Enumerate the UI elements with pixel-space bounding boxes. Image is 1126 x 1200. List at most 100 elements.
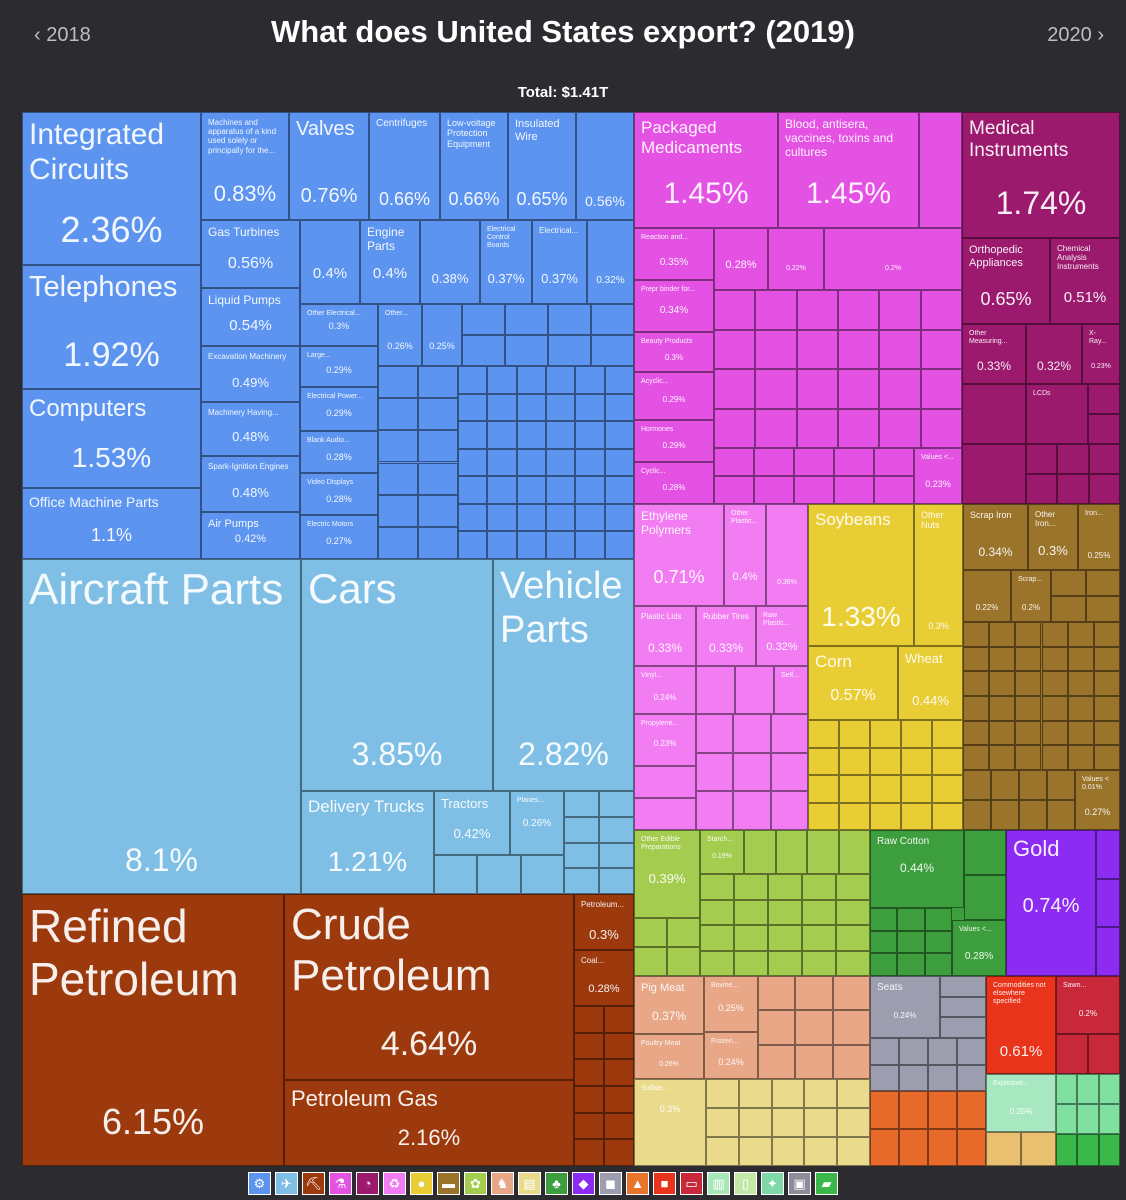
transport-small-tile[interactable] xyxy=(599,842,634,869)
chemical-analysis-tile[interactable]: Chemical Analysis Instruments 0.51% xyxy=(1050,238,1120,324)
machinery-small-tile[interactable] xyxy=(418,430,458,463)
machinery-small-tile[interactable] xyxy=(378,398,418,431)
machinery-small-tile[interactable] xyxy=(418,366,458,399)
machinery-small-tile[interactable] xyxy=(378,526,418,559)
self-adhesive-tile[interactable]: Self... xyxy=(774,666,808,714)
metals-small-tile[interactable] xyxy=(963,770,991,800)
misc-small-tile[interactable] xyxy=(928,1038,957,1065)
vegetable-small-tile[interactable] xyxy=(870,747,901,775)
chemical-small-tile[interactable] xyxy=(714,408,756,448)
paper-small-tile[interactable] xyxy=(771,1108,805,1137)
chemical-small-tile[interactable] xyxy=(834,448,874,476)
metals-small-tile[interactable] xyxy=(963,696,990,721)
mineral-small-tile[interactable] xyxy=(574,1059,604,1086)
chemical-small-tile[interactable] xyxy=(755,290,797,330)
metals-small-tile[interactable] xyxy=(1019,800,1047,830)
machinery-small-tile[interactable] xyxy=(575,393,605,422)
animal-small-tile[interactable] xyxy=(795,976,833,1011)
chemical-small-tile[interactable] xyxy=(714,476,754,504)
metals-small-tile[interactable] xyxy=(1041,745,1068,770)
values-other-metals-tile[interactable]: Values < 0.01% 0.27% xyxy=(1075,770,1120,830)
metals-small-tile[interactable] xyxy=(989,696,1016,721)
foodstuffs-small-tile[interactable] xyxy=(734,950,768,976)
tractors-tile[interactable]: Tractors 0.42% xyxy=(434,791,510,855)
metals-small-tile[interactable] xyxy=(1093,745,1120,770)
machinery-small-tile[interactable] xyxy=(516,531,546,559)
machinery-small-tile[interactable] xyxy=(487,421,517,449)
textiles-small-tile[interactable] xyxy=(897,953,925,976)
machinery-small-tile[interactable] xyxy=(487,448,517,477)
metals-small-tile[interactable] xyxy=(989,646,1016,672)
mineral-small-tile[interactable] xyxy=(574,1086,604,1113)
seats-tile[interactable]: Seats 0.24% xyxy=(870,976,940,1038)
metals-small-tile[interactable] xyxy=(1041,720,1068,746)
mineral-small-tile[interactable] xyxy=(604,1086,634,1113)
machinery-small-tile[interactable] xyxy=(487,531,517,559)
foodstuffs-small-tile[interactable] xyxy=(700,950,734,976)
office-machine-parts-tile[interactable]: Office Machine Parts 1.1% xyxy=(22,488,201,559)
metals-small-tile[interactable] xyxy=(1093,622,1120,647)
machinery-small-tile[interactable] xyxy=(575,531,605,559)
liquid-pumps-tile[interactable]: Liquid Pumps 0.54% xyxy=(201,288,300,346)
paper-small-tile[interactable] xyxy=(738,1137,772,1166)
metals-small-tile[interactable] xyxy=(1067,622,1094,647)
chemical-small-tile[interactable] xyxy=(755,408,797,448)
paper-small-tile[interactable] xyxy=(837,1079,870,1108)
reaction-tile[interactable]: Reaction and... 0.35% xyxy=(634,228,714,280)
foodstuffs-small-tile[interactable] xyxy=(768,925,802,951)
medical-instruments-tile[interactable]: Medical Instruments 1.74% xyxy=(962,112,1120,238)
cyclic-tile[interactable]: Cyclic... 0.28% xyxy=(634,462,714,504)
machinery-small-tile[interactable] xyxy=(487,503,517,532)
paper-small-tile[interactable] xyxy=(837,1137,870,1166)
chemical-small-tile[interactable] xyxy=(755,369,797,409)
footwear-small-tile[interactable] xyxy=(899,1128,928,1166)
animal-small-tile[interactable] xyxy=(795,1010,833,1045)
foodstuffs-small-tile[interactable] xyxy=(734,925,768,951)
foodstuffs-small-tile[interactable] xyxy=(807,830,839,874)
cars-tile[interactable]: Cars 3.85% xyxy=(301,559,493,791)
metals-small-tile[interactable] xyxy=(1067,696,1094,721)
other-measuring-tile[interactable]: Other Measuring... 0.33% xyxy=(962,324,1026,384)
machinery-small-tile[interactable] xyxy=(418,526,458,559)
instruments-small-tile[interactable] xyxy=(1026,444,1058,474)
metals-small-tile[interactable] xyxy=(1047,800,1075,830)
vegetable-small-tile[interactable] xyxy=(808,747,839,775)
machinery-tile[interactable]: 0.56% xyxy=(576,112,634,220)
metals-small-tile[interactable] xyxy=(963,646,990,672)
wood-small-tile[interactable] xyxy=(1056,1034,1088,1074)
other-electrical-tile[interactable]: Other Electrical... 0.3% xyxy=(300,304,378,346)
machinery-small-tile[interactable] xyxy=(378,430,418,463)
commodities-not-specified-tile[interactable]: Commodities not elsewhere specified 0.61% xyxy=(986,976,1056,1074)
transport-small-tile[interactable] xyxy=(477,855,521,894)
machinery-tile[interactable]: 0.38% xyxy=(420,220,480,304)
machinery-small-tile[interactable] xyxy=(458,503,488,532)
chemical-small-tile[interactable] xyxy=(838,408,880,448)
plastics-small-tile[interactable] xyxy=(770,752,808,792)
metals-small-tile[interactable] xyxy=(989,745,1016,770)
paper-small-tile[interactable] xyxy=(804,1108,838,1137)
textiles-small-tile[interactable] xyxy=(870,930,898,954)
electrical-control-boards-tile[interactable]: Electrical Control Boards 0.37% xyxy=(480,220,532,304)
chemical-small-tile[interactable] xyxy=(879,329,921,369)
animal-icon[interactable]: ♞ xyxy=(491,1172,514,1195)
values-other-chemical-tile[interactable]: Values <... 0.23% xyxy=(914,448,962,504)
corn-tile[interactable]: Corn 0.57% xyxy=(808,646,898,720)
propylene-tile[interactable]: Propylene... 0.23% xyxy=(634,714,696,766)
chemical-small-tile[interactable] xyxy=(879,408,921,448)
machinery-small-tile[interactable] xyxy=(546,393,576,422)
scrap-other-tile[interactable]: Scrap... 0.2% xyxy=(1011,570,1051,622)
chemical-small-tile[interactable] xyxy=(794,448,834,476)
vegetable-icon[interactable]: ● xyxy=(410,1172,433,1195)
metals-small-tile[interactable] xyxy=(963,800,991,830)
iron-tile[interactable]: Iron... 0.25% xyxy=(1078,504,1120,570)
plastics-small-tile[interactable] xyxy=(696,752,734,792)
vegetable-small-tile[interactable] xyxy=(870,775,901,803)
sawn-wood-tile[interactable]: Sawn... 0.2% xyxy=(1056,976,1120,1034)
electrical-tile[interactable]: Electrical... 0.37% xyxy=(532,220,587,304)
foodstuffs-small-tile[interactable] xyxy=(836,899,870,925)
paper-small-tile[interactable] xyxy=(706,1137,739,1166)
machinery-small-tile[interactable] xyxy=(516,448,546,477)
pig-meat-tile[interactable]: Pig Meat 0.37% xyxy=(634,976,704,1034)
foodstuffs-small-tile[interactable] xyxy=(634,947,667,976)
insulated-wire-tile[interactable]: Insulated Wire 0.65% xyxy=(508,112,576,220)
